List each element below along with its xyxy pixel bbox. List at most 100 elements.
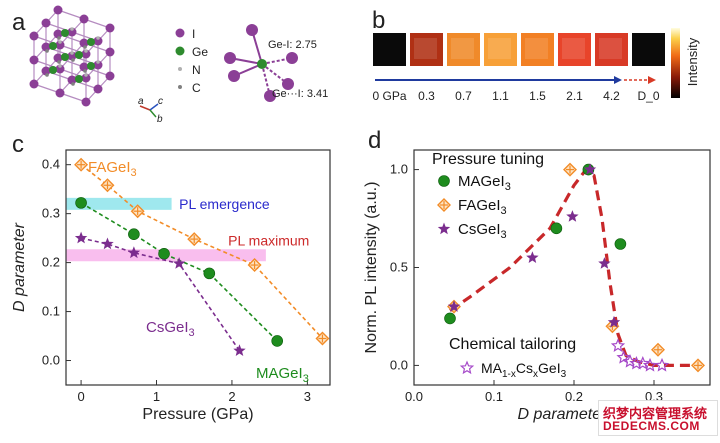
lattice-carbon-atom — [45, 73, 49, 77]
lattice-iodine-atom — [53, 53, 63, 63]
legend-label-part: x — [533, 369, 538, 380]
lattice-carbon-atom — [83, 45, 87, 49]
iodine-atom — [224, 52, 236, 64]
legend-label-sub: 3 — [501, 229, 507, 241]
trend-curve — [449, 168, 698, 367]
series-label-csgei3: CsGeI3 — [146, 319, 195, 339]
bond-label-short: Ge-I: 2.75 — [268, 39, 317, 51]
lattice-axes-triad: a c b — [138, 96, 163, 125]
legend-dot-Ge — [175, 46, 185, 56]
lattice-bond — [59, 92, 87, 103]
crystal-lattice-illustration — [29, 5, 115, 107]
lattice-iodine-atom — [53, 5, 63, 15]
data-point-CsGeI3 — [74, 231, 88, 244]
panel-label-b: b — [372, 7, 385, 34]
pl-image-highlight-1 — [414, 38, 437, 59]
lattice-iodine-atom — [67, 75, 77, 85]
pl-image-1 — [410, 33, 443, 66]
panel-label-d: d — [368, 127, 381, 154]
data-point-CsGeI3 — [233, 344, 246, 356]
lattice-iodine-atom — [93, 36, 103, 46]
axis-c-label: c — [158, 96, 163, 107]
pl-image-0 — [373, 33, 406, 66]
legend-label-part: 1-x — [502, 369, 516, 380]
data-point-MAGeI3 — [128, 228, 140, 241]
y-tick-label: 0.0 — [42, 353, 60, 368]
data-point-FAGeI3 — [74, 157, 89, 172]
data-point-MAGeI3 — [158, 247, 170, 260]
lattice-nitrogen-atom — [58, 40, 62, 44]
pressure-arrowhead — [614, 76, 622, 84]
y-axis-title: Norm. PL intensity (a.u.) — [363, 182, 380, 354]
legend-marker-CsGeI3 — [437, 222, 451, 235]
legend-dot-C — [178, 85, 182, 89]
watermark: 织梦内容管理系统 DEDECMS.COM — [598, 400, 718, 436]
pressure-label-1: 0.3 — [418, 89, 435, 103]
lattice-iodine-atom — [55, 64, 65, 74]
pl-image-4 — [521, 33, 554, 66]
series-label-fagei3: FAGeI3 — [88, 159, 137, 179]
data-point-FAGeI3 — [187, 232, 202, 247]
x-axis-title: Pressure (GPa) — [142, 406, 253, 423]
lattice-iodine-atom — [105, 71, 115, 81]
data-point-FAGeI3 — [100, 178, 115, 193]
y-tick-label: 0.5 — [390, 260, 408, 275]
pl-image-5 — [558, 33, 591, 66]
data-point-CsGeI3 — [127, 246, 141, 259]
pressure-label-7: D_0 — [637, 89, 659, 103]
x-tick-label: 0.1 — [485, 389, 503, 404]
lattice-nitrogen-atom — [96, 60, 100, 64]
lattice-germanium-atom — [75, 51, 83, 59]
iodine-atom — [246, 24, 258, 36]
data-point-FAGeI3 — [315, 331, 330, 346]
chart-c-d-parameter-vs-pressure: PL emergence PL maximum 0 1 2 3 0.0 0.1 0.2 0.3 0.… — [11, 149, 331, 423]
data-point-MA1-xCsxGeI3 — [616, 350, 631, 364]
lattice-nitrogen-atom — [84, 49, 88, 53]
lattice-iodine-atom — [55, 88, 65, 98]
lattice-nitrogen-atom — [84, 73, 88, 77]
pl-image-highlight-5 — [562, 38, 585, 59]
lattice-iodine-atom — [105, 47, 115, 57]
legend-label-part: GeI — [538, 360, 561, 376]
intensity-colorbar — [671, 28, 680, 98]
data-point-FAGeI3 — [247, 258, 262, 273]
legend-label-part: Cs — [516, 360, 533, 376]
lattice-nitrogen-atom — [58, 64, 62, 68]
lattice-iodine-atom — [29, 55, 39, 65]
legend-label-I: I — [192, 27, 195, 41]
data-point-MA1-xCsxGeI3 — [642, 357, 658, 372]
axis-b-line — [149, 109, 157, 118]
plot-frame — [65, 149, 331, 386]
series-label-fagei3-sub: 3 — [131, 167, 137, 179]
data-point-FAGeI3 — [563, 162, 577, 177]
legend-label-part: MA — [481, 360, 503, 376]
legend-label-C: C — [192, 81, 201, 95]
data-point-MAGeI3 — [614, 238, 627, 250]
panel-label-c: c — [12, 131, 24, 158]
data-point-CsGeI3 — [173, 257, 186, 269]
y-tick-label: 1.0 — [390, 162, 408, 177]
y-tick-label: 0.1 — [42, 304, 60, 319]
data-point-CsGeI3 — [598, 257, 611, 269]
lattice-iodine-atom — [93, 60, 103, 70]
x-tick-label: 0.2 — [565, 389, 583, 404]
lattice-iodine-atom — [81, 97, 91, 107]
legend-label-sub: 3 — [505, 181, 511, 193]
lattice-iodine-atom — [53, 29, 63, 39]
x-tick-label: 0.0 — [405, 389, 423, 404]
legend-label-MA1-xCsxGeI3: MA1-xCsxGeI3 — [481, 360, 567, 380]
lattice-germanium-atom — [49, 66, 57, 74]
lattice-carbon-atom — [71, 58, 75, 62]
legend-label-main: MAGeI — [458, 173, 505, 190]
legend-label-MAGeI3: MAGeI3 — [458, 173, 511, 193]
band-label-pl-maximum: PL maximum — [228, 233, 309, 249]
legend-marker-FAGeI3 — [437, 198, 451, 212]
lattice-iodine-atom — [67, 27, 77, 37]
legend-marker-MA1-xCsxGeI3 — [459, 360, 475, 375]
legend-label-part: 3 — [561, 369, 567, 380]
lattice-carbon-atom — [45, 49, 49, 53]
lattice-iodine-atom — [81, 49, 91, 59]
colorbar-label: Intensity — [685, 37, 700, 86]
series-line-MAGeI3 — [80, 202, 278, 342]
lattice-iodine-atom — [81, 73, 91, 83]
